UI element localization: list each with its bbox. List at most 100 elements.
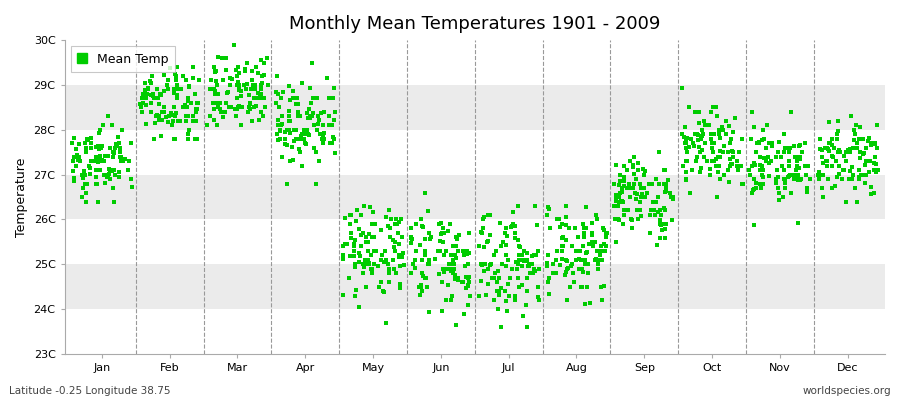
Point [598,230,613,237]
Point [625,225,639,232]
Point [842,176,856,182]
Point [132,101,147,107]
Point [735,136,750,142]
Point [436,239,450,245]
Point [791,172,806,178]
Point [382,279,397,286]
Point [510,274,525,281]
Point [590,248,605,254]
Point [531,266,545,272]
Point [861,135,876,141]
Point [572,255,586,262]
Point [858,162,872,168]
Point [388,248,402,254]
Point [462,274,476,280]
Point [414,284,428,290]
Point [387,266,401,272]
Point [486,252,500,258]
Point [791,177,806,183]
Point [870,167,885,173]
Point [163,64,177,71]
Point [415,257,429,263]
Point [863,158,878,164]
Point [242,106,256,112]
Point [395,250,410,256]
Point [856,136,870,142]
Point [597,227,611,233]
Point [477,261,491,268]
Point [624,216,638,222]
Point [520,274,535,281]
Point [302,114,317,121]
Point [598,243,613,250]
Point [788,154,803,160]
Point [420,260,435,267]
Point [222,104,237,110]
Point [841,146,855,153]
Point [276,88,291,95]
Point [634,212,649,219]
Point [292,146,307,152]
Point [357,257,372,263]
Point [773,154,788,160]
Point [140,91,154,97]
Point [90,158,104,164]
Point [595,257,609,264]
Point [84,158,98,164]
Point [366,248,381,254]
Point [83,164,97,171]
Point [387,244,401,251]
Point [165,112,179,118]
Point [446,270,460,276]
Point [704,136,718,142]
Point [846,172,860,178]
Point [842,168,857,174]
Point [121,167,135,173]
Point [107,167,122,173]
Point [157,72,171,78]
Point [76,173,91,179]
Point [418,274,432,281]
Point [627,170,642,177]
Point [391,230,405,236]
Point [447,252,462,258]
Point [708,104,723,110]
Point [112,154,127,160]
Point [190,105,204,112]
Point [500,257,515,263]
Point [460,248,474,254]
Point [692,168,706,175]
Point [311,117,326,123]
Point [68,154,82,160]
Point [599,230,614,236]
Point [438,297,453,303]
Point [269,89,284,96]
Point [461,302,475,308]
Point [561,265,575,271]
Point [176,104,190,110]
Legend: Mean Temp: Mean Temp [71,46,175,72]
Point [313,110,328,117]
Point [424,234,438,240]
Point [309,180,323,187]
Point [655,226,670,233]
Point [382,225,397,232]
Point [139,120,153,127]
Point [452,232,466,238]
Point [418,248,433,254]
Point [96,172,111,178]
Point [154,92,168,98]
Point [822,119,836,125]
Point [784,109,798,115]
Point [742,167,757,173]
Point [514,263,528,269]
Point [761,160,776,166]
Point [223,82,238,88]
Bar [65,40,885,85]
Point [498,288,512,294]
Point [138,80,152,86]
Point [436,268,451,275]
Point [525,261,539,268]
Point [103,170,117,177]
Point [91,158,105,165]
